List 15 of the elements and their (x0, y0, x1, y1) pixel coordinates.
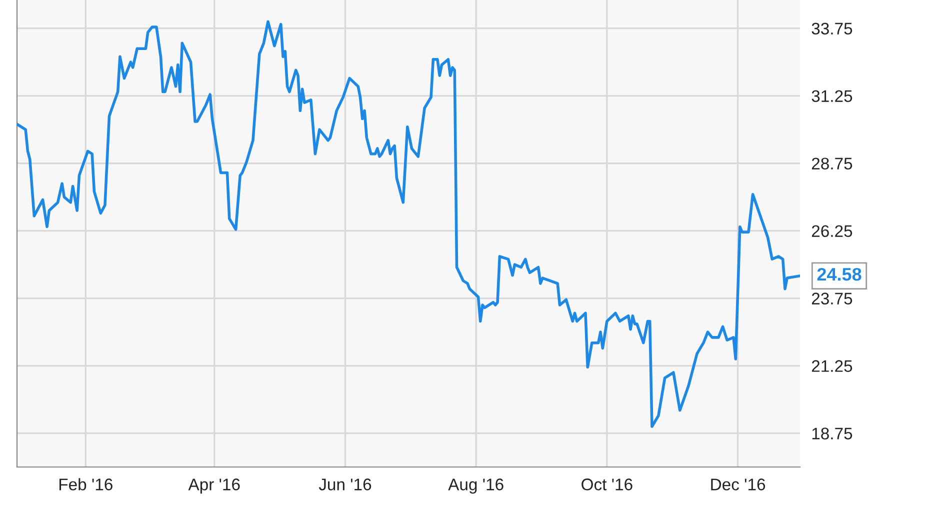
x-tick-label: Dec '16 (711, 478, 766, 490)
x-tick-label: Jun '16 (318, 478, 372, 490)
x-tick-label: Oct '16 (582, 478, 632, 490)
y-tick-label: 33.75 (812, 22, 852, 35)
y-tick-label: 21.25 (812, 360, 852, 372)
x-tick-label: Feb '16 (59, 478, 112, 490)
x-tick-label: Apr '16 (188, 478, 240, 494)
y-tick-label: 18.75 (812, 428, 852, 440)
x-tick-label: Aug '16 (448, 478, 504, 494)
annotation: 24.58 (817, 268, 862, 281)
y-tick-label: 28.75 (812, 158, 852, 170)
y-tick-label: 23.75 (812, 292, 852, 304)
y-tick-label: 31.25 (812, 90, 852, 102)
y-tick-label: 26.25 (812, 225, 852, 238)
line-series (17, 20, 800, 428)
